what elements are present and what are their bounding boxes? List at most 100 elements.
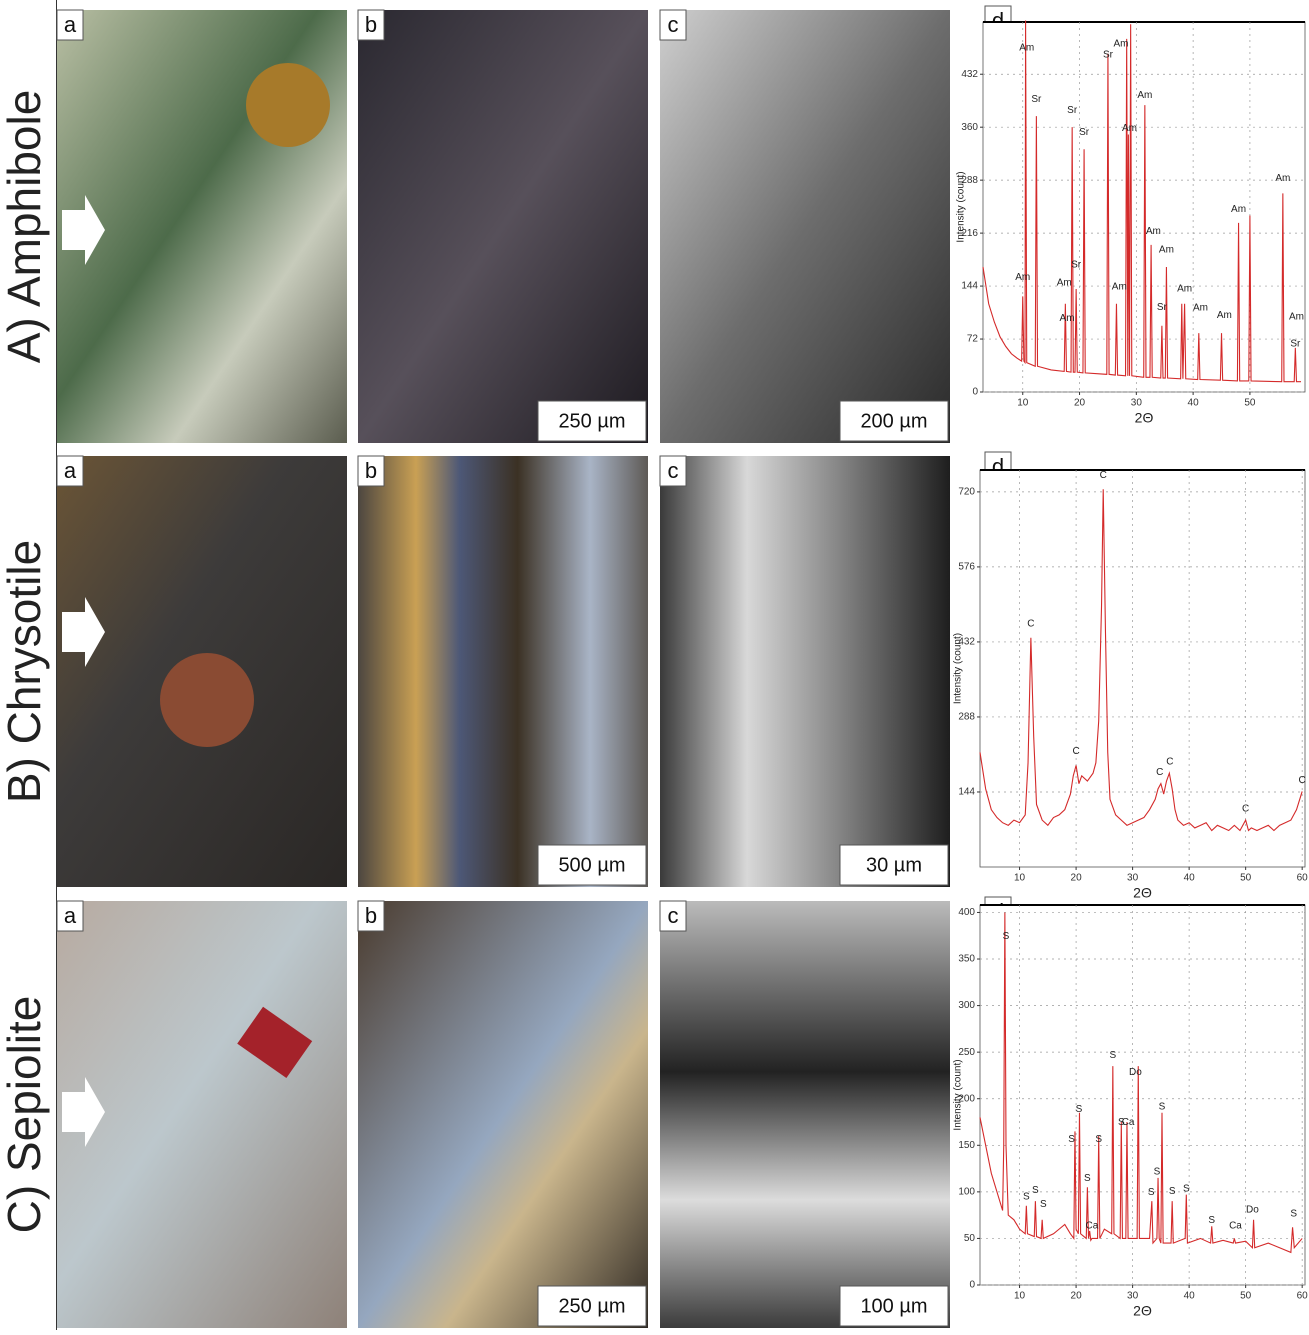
x-tick-label: 10 (1014, 1291, 1026, 1302)
peak-label: Am (1275, 173, 1290, 184)
peak-label: Ca (1086, 1221, 1099, 1232)
peak-label: Am (1019, 42, 1034, 53)
y-tick-label: 720 (958, 487, 975, 498)
peak-label: Am (1057, 278, 1072, 289)
photo (358, 456, 648, 887)
peak-label: S (1183, 1183, 1190, 1194)
row-label: B) Chrysotile (0, 540, 50, 803)
peak-label: Sr (1103, 50, 1114, 61)
y-tick-label: 100 (958, 1187, 975, 1198)
photo (660, 901, 950, 1328)
x-tick-label: 50 (1240, 1291, 1252, 1302)
y-tick-label: 72 (967, 334, 979, 345)
y-tick-label: 150 (958, 1140, 975, 1151)
y-tick-label: 288 (958, 712, 975, 723)
peak-label: Sr (1290, 339, 1301, 350)
panel-label: b (365, 458, 377, 483)
scale-bar-label: 250 µm (558, 410, 625, 432)
peak-label: S (1076, 1104, 1083, 1115)
x-axis-label: 2Θ (1135, 410, 1154, 426)
x-tick-label: 40 (1184, 873, 1196, 884)
photos (57, 10, 950, 1328)
row-label: C) Sepiolite (0, 996, 50, 1234)
peak-label: S (1109, 1050, 1116, 1061)
scale-bar-label: 200 µm (860, 410, 927, 432)
panel-label: c (668, 458, 679, 483)
peak-label: S (1290, 1208, 1297, 1219)
x-tick-label: 10 (1014, 873, 1026, 884)
y-tick-label: 300 (958, 1000, 975, 1011)
peak-label: S (1040, 1199, 1047, 1210)
peak-label: Sr (1067, 105, 1078, 116)
panel-label: c (668, 12, 679, 37)
peak-label: Sr (1071, 259, 1082, 270)
x-tick-label: 60 (1297, 1291, 1309, 1302)
panel-label: a (64, 903, 77, 928)
peak-label: Am (1015, 272, 1030, 283)
y-tick-label: 360 (961, 122, 978, 133)
peak-label: S (1003, 931, 1010, 942)
peak-label: C (1156, 767, 1163, 778)
x-tick-label: 60 (1297, 873, 1309, 884)
peak-label: C (1166, 757, 1173, 768)
y-axis-label: Intensity (count) (956, 171, 967, 242)
x-tick-label: 30 (1127, 1291, 1139, 1302)
x-tick-label: 30 (1127, 873, 1139, 884)
peak-label: Sr (1031, 94, 1042, 105)
x-tick-label: 20 (1074, 398, 1086, 409)
scale-bar-label: 100 µm (860, 1295, 927, 1317)
peak-label: Am (1289, 311, 1304, 322)
peak-label: S (1032, 1185, 1039, 1196)
x-axis-label: 2Θ (1133, 1303, 1152, 1319)
coin (160, 653, 254, 747)
scale-bar-label: 500 µm (558, 854, 625, 876)
row-label: A) Amphibole (0, 90, 50, 364)
peak-label: S (1023, 1192, 1030, 1203)
x-axis-label: 2Θ (1133, 885, 1152, 901)
peak-label: C (1072, 746, 1079, 757)
peak-label: Sr (1079, 127, 1090, 138)
peak-label: S (1208, 1215, 1215, 1226)
peak-label: S (1095, 1134, 1102, 1145)
photo (358, 10, 648, 443)
y-tick-label: 0 (972, 387, 978, 398)
y-tick-label: 144 (958, 787, 975, 798)
x-tick-label: 50 (1244, 398, 1256, 409)
peak-label: Am (1112, 281, 1127, 292)
peak-label: Sr (1157, 302, 1168, 313)
scale-bar-label: 250 µm (558, 1295, 625, 1317)
photo (358, 901, 648, 1328)
x-tick-label: 50 (1240, 873, 1252, 884)
peak-label: S (1148, 1187, 1155, 1198)
peak-label: Am (1177, 284, 1192, 295)
scale-bar-label: 30 µm (866, 854, 922, 876)
peak-label: Am (1159, 245, 1174, 256)
y-tick-label: 50 (964, 1233, 976, 1244)
photo (660, 456, 950, 887)
peak-label: S (1084, 1173, 1091, 1184)
plot-area (980, 905, 1305, 1285)
peak-label: C (1027, 619, 1034, 630)
photo (660, 10, 950, 443)
y-tick-label: 350 (958, 954, 975, 965)
peak-label: Am (1217, 310, 1232, 321)
peak-label: Am (1231, 204, 1246, 215)
peak-label: Am (1114, 39, 1129, 50)
peak-label: Am (1193, 303, 1208, 314)
peak-label: C (1100, 470, 1107, 481)
peak-label: Am (1137, 90, 1152, 101)
peak-label: C (1299, 775, 1306, 786)
peak-label: S (1169, 1186, 1176, 1197)
x-tick-label: 40 (1188, 398, 1200, 409)
peak-label: Ca (1122, 1117, 1135, 1128)
y-tick-label: 400 (958, 907, 975, 918)
panel-label: a (64, 12, 77, 37)
peak-label: S (1068, 1134, 1075, 1145)
x-tick-label: 30 (1131, 398, 1143, 409)
figure: A) Amphiboleabcd250 µm200 µmB) Chrysotil… (0, 0, 1309, 1330)
peak-label: S (1159, 1101, 1166, 1112)
peak-label: Am (1122, 123, 1137, 134)
y-axis-label: Intensity (count) (953, 633, 964, 704)
x-tick-label: 20 (1071, 1291, 1083, 1302)
y-tick-label: 250 (958, 1047, 975, 1058)
